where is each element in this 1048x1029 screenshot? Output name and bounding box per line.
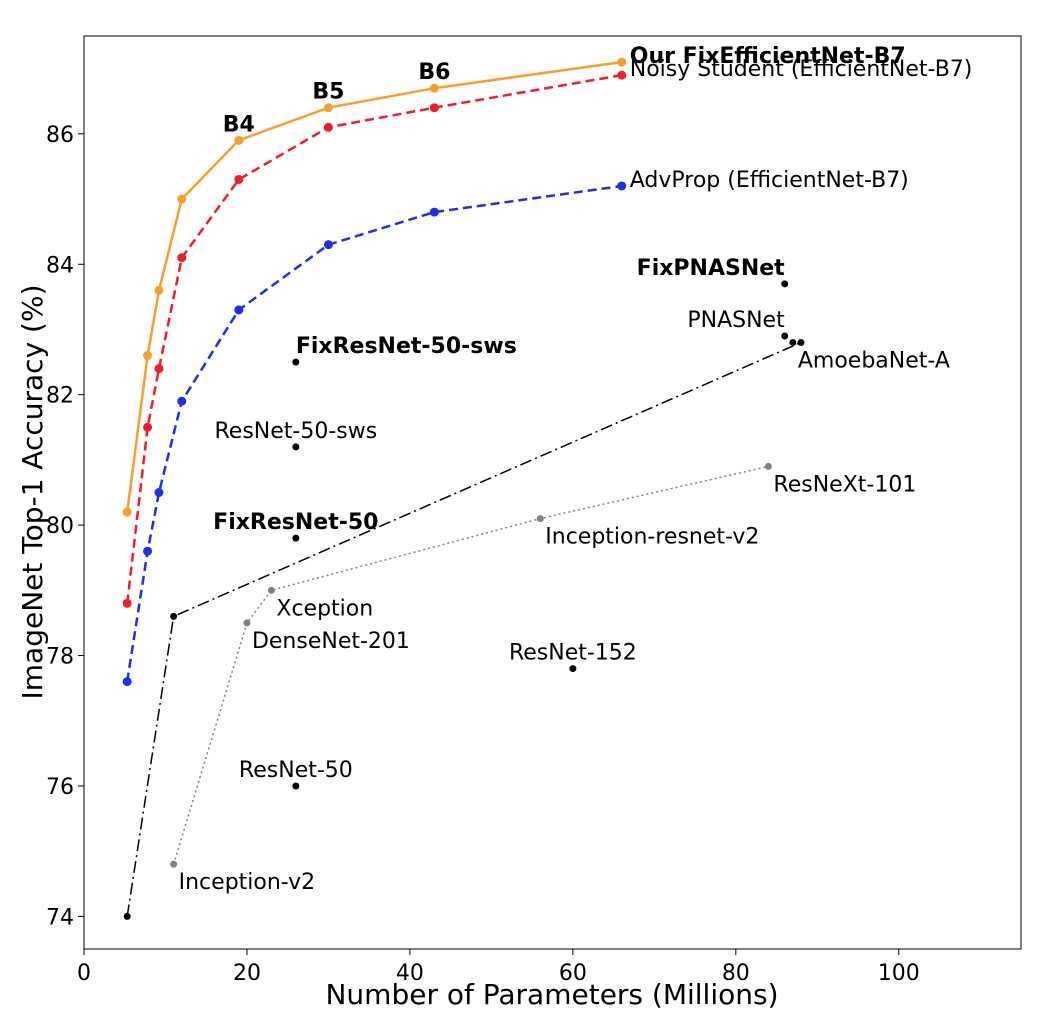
series-point-gray-baseline	[267, 586, 275, 594]
point-label-fixresnet-50-sws: FixResNet-50-sws	[296, 334, 517, 359]
series-point-noisy-student-efficientnet-b7	[234, 174, 244, 184]
point-label-fixresnet-50: FixResNet-50	[213, 510, 378, 535]
x-tick-label: 80	[722, 961, 750, 986]
series-point-advprop-efficientnet-b7	[154, 488, 164, 497]
x-tick-label: 0	[77, 961, 91, 986]
series-point-gray-baseline	[170, 860, 178, 868]
point-label-xception: Xception	[276, 596, 373, 621]
point-fixpnasnet	[781, 280, 789, 288]
point-label-b6: B6	[418, 60, 450, 85]
series-point-gray-baseline	[536, 515, 544, 523]
series-layer: Our FixEfficientNet-B7 B4 B5 B6 Noisy Studen…	[122, 44, 973, 920]
series-point-advprop-efficientnet-b7	[177, 396, 187, 406]
series-point-advprop-efficientnet-b7	[234, 305, 244, 315]
series-line-advprop-efficientnet-b7	[125, 184, 622, 682]
series-point-our-fixefficientnet-b7	[234, 135, 244, 145]
point-fixresnet-50	[292, 534, 300, 542]
y-tick-label: 82	[46, 384, 74, 409]
series-point-noisy-student-efficientnet-b7	[617, 70, 627, 80]
point-label-pnasnet: PNASNet	[687, 308, 785, 333]
series-point-black-baseline	[797, 339, 805, 347]
x-tick-label: 100	[878, 961, 920, 986]
point-label-resnet-152: ResNet-152	[509, 641, 637, 666]
series-point-noisy-student-efficientnet-b7	[154, 364, 164, 374]
x-axis-label: Number of Parameters (Millions)	[325, 978, 778, 1011]
series-point-our-fixefficientnet-b7	[429, 83, 439, 93]
point-label-densenet-201: DenseNet-201	[252, 629, 410, 654]
y-axis-label: ImageNet Top-1 Accuracy (%)	[16, 285, 49, 700]
series-point-advprop-efficientnet-b7	[122, 677, 132, 687]
points-layer: FixPNASNet PNASNet AmoebaNet-A FixResNet-50…	[179, 256, 950, 895]
series-point-noisy-student-efficientnet-b7	[143, 422, 153, 432]
series-point-noisy-student-efficientnet-b7	[429, 103, 439, 113]
series-point-gray-baseline	[764, 462, 772, 470]
series-point-our-fixefficientnet-b7	[122, 507, 132, 517]
point-amoebanet-a	[789, 339, 797, 347]
series-label-our-fixefficientnet-b7: Our FixEfficientNet-B7	[630, 44, 906, 69]
point-label-b5: B5	[312, 80, 344, 105]
series-point-noisy-student-efficientnet-b7	[122, 598, 132, 608]
y-tick-label: 86	[46, 123, 74, 148]
series-point-advprop-efficientnet-b7	[429, 207, 439, 217]
series-point-black-baseline	[123, 912, 131, 920]
y-tick-label: 84	[46, 253, 74, 278]
series-point-noisy-student-efficientnet-b7	[177, 253, 187, 263]
point-fixresnet-50-sws	[292, 358, 300, 366]
x-tick-label: 60	[559, 961, 587, 986]
point-label-amoebanet-a: AmoebaNet-A	[798, 349, 950, 374]
series-point-advprop-efficientnet-b7	[143, 546, 153, 556]
point-label-resnext-101: ResNeXt-101	[773, 472, 916, 497]
point-label-b4: B4	[223, 112, 255, 137]
point-label-fixpnasnet: FixPNASNet	[637, 256, 786, 281]
y-axis: 74 76 78 80 82 84 86	[46, 123, 84, 930]
series-point-noisy-student-efficientnet-b7	[323, 122, 333, 132]
series-point-our-fixefficientnet-b7	[617, 57, 627, 67]
x-axis: 0 20 40 60 80 100	[77, 949, 920, 986]
y-tick-label: 74	[46, 905, 74, 930]
point-resnet-50-sws	[292, 443, 300, 451]
series-point-gray-baseline	[243, 619, 251, 627]
series-point-our-fixefficientnet-b7	[143, 351, 153, 361]
point-pnasnet	[781, 332, 789, 340]
y-tick-label: 78	[46, 645, 74, 670]
y-tick-label: 80	[46, 514, 74, 539]
x-tick-label: 20	[233, 961, 261, 986]
point-label-resnet-50: ResNet-50	[239, 758, 353, 783]
series-point-advprop-efficientnet-b7	[323, 240, 333, 250]
plot-area	[83, 35, 1022, 950]
x-tick-label: 40	[396, 961, 424, 986]
point-resnet-152	[569, 665, 577, 673]
series-label-advprop-efficientnet-b7: AdvProp (EfficientNet-B7)	[630, 168, 909, 193]
point-label-resnet-50-sws: ResNet-50-sws	[214, 419, 377, 444]
series-line-our-fixefficientnet-b7	[125, 60, 622, 513]
series-point-black-baseline	[170, 612, 178, 620]
point-label-inception-v2: Inception-v2	[179, 870, 316, 895]
series-line-noisy-student-efficientnet-b7	[125, 73, 623, 604]
point-resnet-50	[292, 782, 300, 790]
series-point-our-fixefficientnet-b7	[177, 194, 187, 204]
point-label-inception-resnet-v2: Inception-resnet-v2	[545, 525, 759, 550]
series-label-noisy-student-efficientnet-b7: Noisy Student (EfficientNet-B7)	[630, 57, 973, 82]
series-point-our-fixefficientnet-b7	[323, 103, 333, 113]
y-tick-label: 76	[46, 775, 74, 800]
series-point-our-fixefficientnet-b7	[154, 285, 164, 295]
series-point-advprop-efficientnet-b7	[617, 181, 627, 191]
